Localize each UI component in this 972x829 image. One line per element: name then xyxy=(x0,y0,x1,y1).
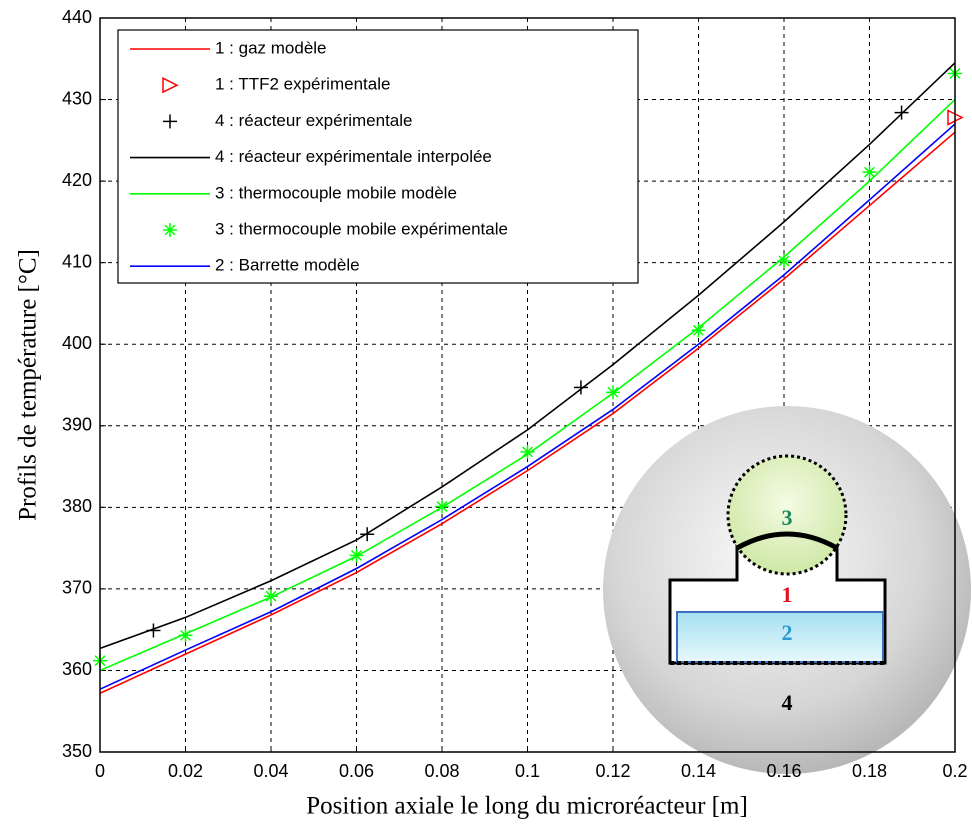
inset-diagram: 3 1 2 4 xyxy=(603,406,971,774)
legend: 1 : gaz modèle 1 : TTF2 expérimentale 4 : … xyxy=(117,29,639,284)
inset-thermocouple xyxy=(726,454,848,576)
x-tick-label: 0.02 xyxy=(168,761,203,781)
y-tick-label: 410 xyxy=(62,251,92,271)
legend-box xyxy=(117,29,639,284)
x-tick-label: 0.12 xyxy=(595,761,630,781)
inset-label: 4 xyxy=(782,690,793,715)
marker-star xyxy=(691,323,706,338)
marker-plus xyxy=(894,105,909,120)
marker-star xyxy=(349,548,364,563)
marker-star xyxy=(178,628,193,643)
marker-star xyxy=(777,254,791,269)
inset-contact xyxy=(735,531,839,551)
legend-label: 3 : thermocouple mobile modèle xyxy=(215,183,457,202)
marker-plus xyxy=(573,380,588,395)
y-axis-label: Profils de température [°C] xyxy=(15,249,42,521)
x-tick-label: 0.18 xyxy=(852,761,887,781)
marker-star xyxy=(520,444,535,459)
x-tick-label: 0.14 xyxy=(681,761,716,781)
marker-star xyxy=(163,223,177,237)
y-tick-label: 400 xyxy=(62,333,92,353)
x-tick-label: 0.08 xyxy=(424,761,459,781)
marker-star xyxy=(264,589,278,604)
legend-label: 1 : TTF2 expérimentale xyxy=(215,75,390,94)
marker-plus xyxy=(163,114,177,129)
y-tick-label: 420 xyxy=(62,170,92,190)
legend-label: 1 : gaz modèle xyxy=(215,38,327,57)
y-tick-label: 440 xyxy=(62,7,92,27)
x-tick-label: 0.04 xyxy=(253,761,288,781)
series-line xyxy=(99,123,956,690)
x-tick-label: 0.06 xyxy=(339,761,374,781)
x-tick-label: 0 xyxy=(95,761,105,781)
y-tick-label: 360 xyxy=(62,659,92,679)
inset-label: 3 xyxy=(782,505,793,530)
legend-label: 3 : thermocouple mobile expérimentale xyxy=(215,219,508,238)
inset-bar xyxy=(676,611,884,663)
inset-label: 2 xyxy=(782,620,793,645)
legend-label: 4 : réacteur expérimentale xyxy=(215,111,413,130)
x-tick-label: 0.2 xyxy=(942,761,967,781)
marker-star xyxy=(862,165,877,180)
series-line xyxy=(99,62,956,650)
x-tick-label: 0.16 xyxy=(766,761,801,781)
plot-series xyxy=(93,62,964,695)
axes-frame xyxy=(99,17,956,753)
y-tick-label: 370 xyxy=(62,578,92,598)
x-axis-label: Position axiale le long du microréacteur… xyxy=(306,793,748,820)
y-tick-label: 430 xyxy=(62,88,92,108)
marker-star xyxy=(606,385,620,400)
y-tick-label: 390 xyxy=(62,415,92,435)
series-line xyxy=(99,131,956,695)
marker-star xyxy=(435,499,449,514)
x-tick-label: 0.1 xyxy=(515,761,540,781)
y-tick-label: 380 xyxy=(62,496,92,516)
legend-label: 2 : Barrette modèle xyxy=(215,256,360,275)
y-tick-label: 350 xyxy=(62,741,92,761)
legend-label: 4 : réacteur expérimentale interpolée xyxy=(215,147,492,166)
inset-label: 1 xyxy=(782,582,793,607)
marker-triangle xyxy=(162,76,179,94)
